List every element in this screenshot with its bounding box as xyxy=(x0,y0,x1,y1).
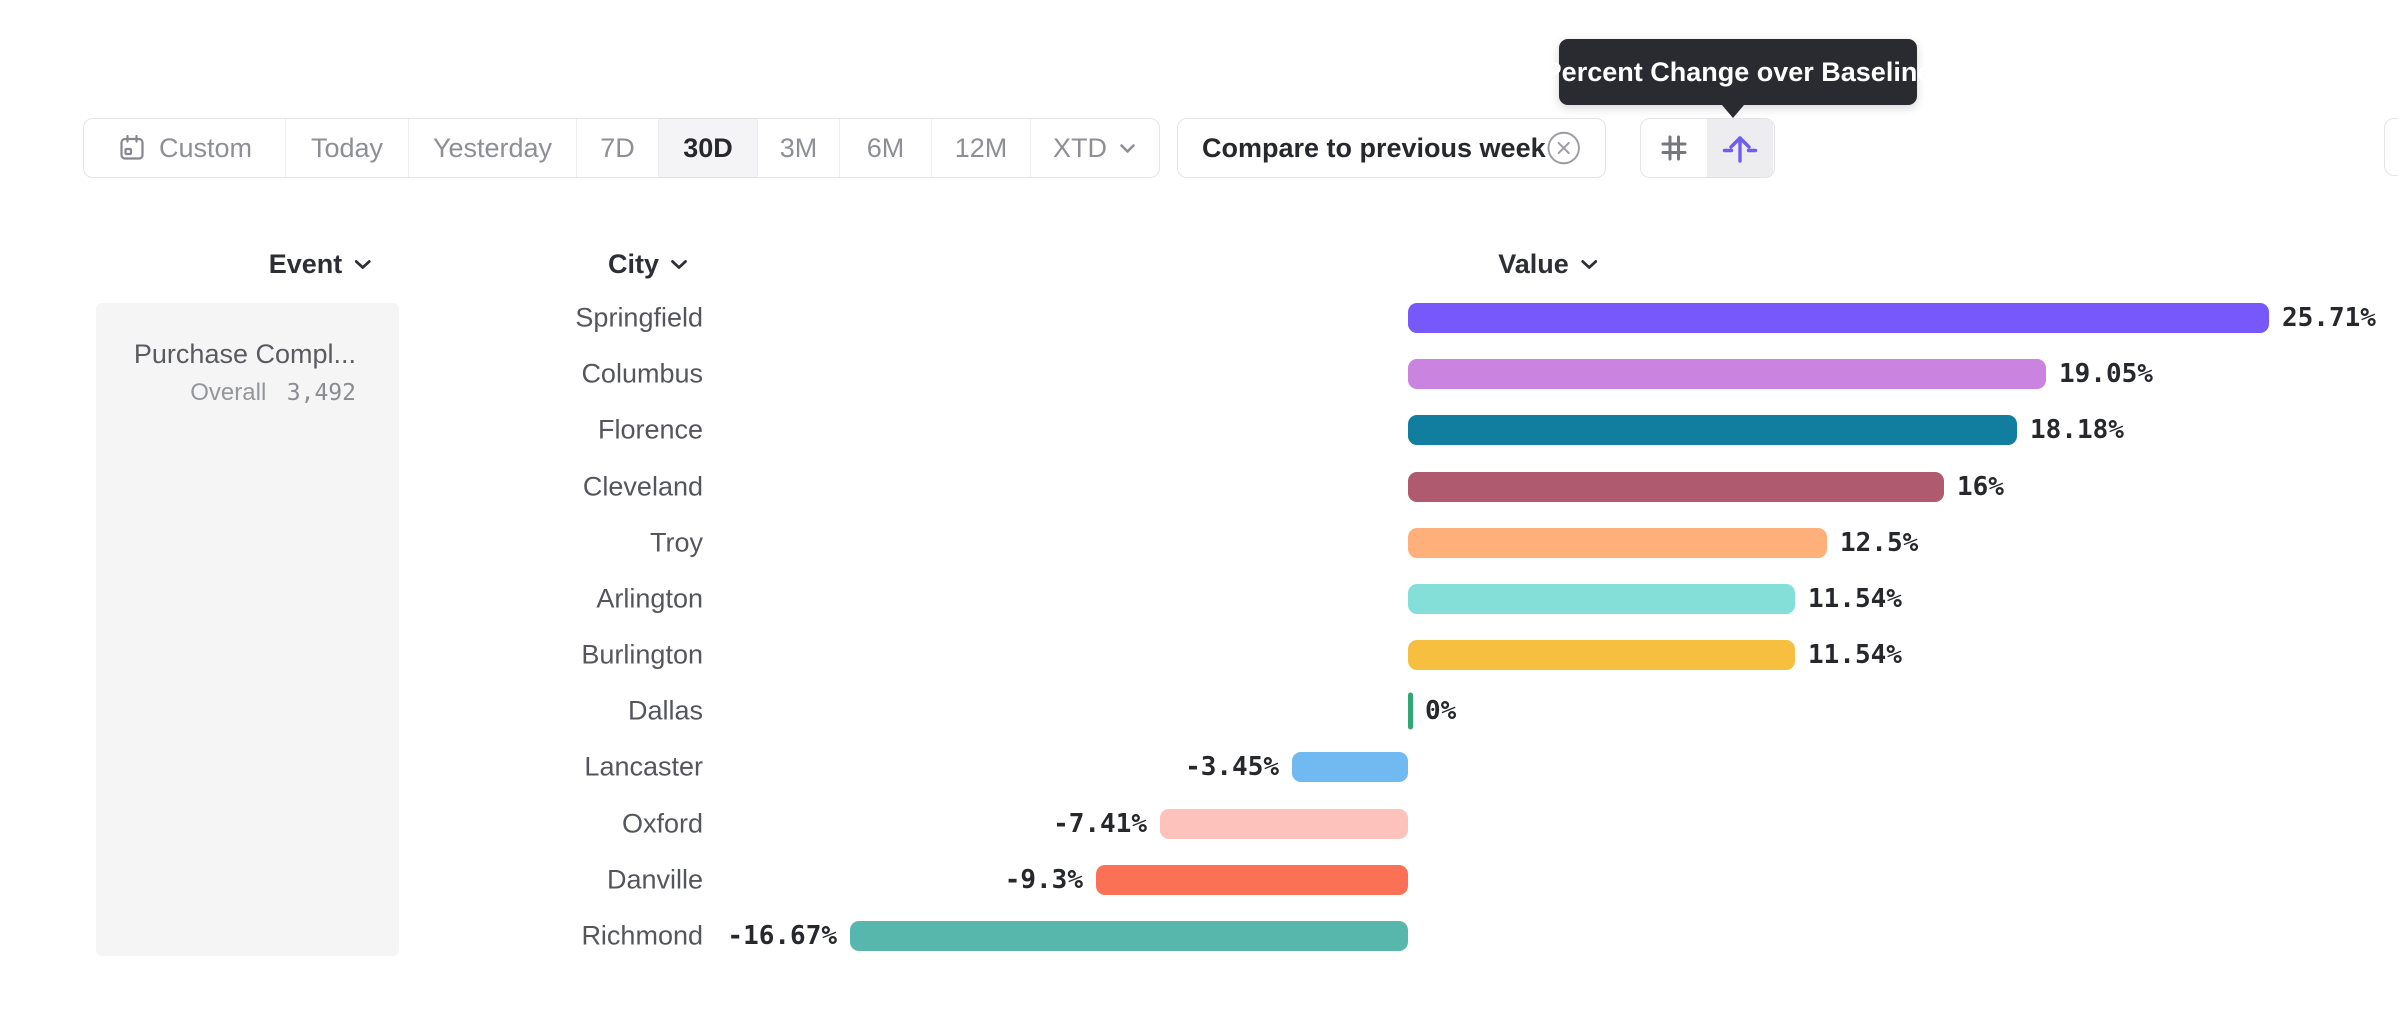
city-label: Troy xyxy=(650,527,703,558)
overall-value: 3,492 xyxy=(286,380,356,406)
city-label: Cleveland xyxy=(582,471,703,502)
column-header-label: City xyxy=(607,248,660,279)
calendar-icon xyxy=(120,134,144,160)
overall-label: Overall xyxy=(190,379,267,406)
city-label: Richmond xyxy=(581,920,703,951)
baseline-arrow-icon xyxy=(1722,136,1758,163)
compare-chip[interactable]: Compare to previous week xyxy=(1177,118,1606,178)
value-label: 25.71% xyxy=(2282,303,2376,333)
column-header-event[interactable]: Event xyxy=(269,248,372,280)
value-bar[interactable] xyxy=(1160,808,1408,839)
column-header-label: Event xyxy=(268,248,343,279)
baseline-view-button[interactable] xyxy=(1707,119,1773,177)
city-label: Danville xyxy=(606,864,703,895)
city-label: Springfield xyxy=(575,302,703,333)
table-row: Oxford -7.41% xyxy=(0,796,2398,852)
value-label: 16% xyxy=(1957,471,2004,502)
value-label: 19.05% xyxy=(2059,359,2153,390)
date-range-xtd[interactable]: XTD xyxy=(1030,119,1158,177)
date-range-label: XTD xyxy=(1053,132,1107,163)
table-row: Richmond -16.67% xyxy=(0,908,2398,964)
city-label: Columbus xyxy=(581,358,703,389)
table-row: Columbus 19.05% xyxy=(0,346,2398,402)
city-label: Dallas xyxy=(627,695,703,726)
date-range-30d[interactable]: 30D xyxy=(658,119,757,177)
column-header-city[interactable]: City xyxy=(608,248,688,280)
tooltip-percent-change-over-baseline: Percent Change over Baseline xyxy=(1544,39,1932,118)
value-bar[interactable] xyxy=(1408,471,1944,502)
value-bar[interactable] xyxy=(1408,583,1795,614)
tooltip-pointer xyxy=(1722,105,1744,118)
date-range-yesterday[interactable]: Yesterday xyxy=(408,119,576,177)
event-name: Purchase Compl... xyxy=(133,339,356,369)
date-range-label: 30D xyxy=(683,132,733,163)
value-bar[interactable] xyxy=(1096,864,1408,895)
value-bar[interactable] xyxy=(1408,359,2046,390)
table-row: Florence 18.18% xyxy=(0,402,2398,458)
grid-view-button[interactable] xyxy=(1641,119,1707,177)
value-label: 11.54% xyxy=(1808,640,1902,671)
value-bar[interactable] xyxy=(1408,415,2017,446)
event-panel[interactable]: Purchase Compl... Overall 3,492 xyxy=(96,303,399,956)
value-bar[interactable] xyxy=(1408,303,2269,333)
city-label: Oxford xyxy=(621,808,703,839)
tooltip-text: Percent Change over Baseline xyxy=(1543,56,1933,87)
table-row: Dallas 0% xyxy=(0,683,2398,739)
city-label: Lancaster xyxy=(584,751,703,782)
date-range-label: Custom xyxy=(158,132,253,163)
compare-chip-label: Compare to previous week xyxy=(1202,132,1546,163)
value-bar[interactable] xyxy=(1408,640,1795,671)
date-range-7d[interactable]: 7D xyxy=(576,119,658,177)
city-label: Arlington xyxy=(596,583,703,614)
date-range-label: 6M xyxy=(866,132,905,163)
chevron-down-icon xyxy=(1580,259,1597,269)
value-label: 11.54% xyxy=(1808,583,1902,614)
table-row: Arlington 11.54% xyxy=(0,571,2398,627)
value-label: -16.67% xyxy=(727,920,837,951)
value-label: -3.45% xyxy=(1185,752,1279,783)
city-label: Florence xyxy=(597,414,703,445)
date-range-label: Yesterday xyxy=(432,132,553,163)
value-bar[interactable] xyxy=(1292,752,1408,783)
date-range-today[interactable]: Today xyxy=(285,119,408,177)
value-bar[interactable] xyxy=(1408,527,1827,558)
value-label: 0% xyxy=(1425,696,1457,727)
column-header-label: Value xyxy=(1498,248,1569,279)
event-overall: Overall 3,492 xyxy=(96,379,356,407)
date-range-6m[interactable]: 6M xyxy=(839,119,931,177)
value-label: -9.3% xyxy=(1004,864,1083,895)
date-range-label: 12M xyxy=(954,132,1008,163)
value-label: 18.18% xyxy=(2030,415,2124,446)
date-range-label: 7D xyxy=(600,132,635,163)
grid-icon xyxy=(1661,135,1687,161)
date-range-label: Today xyxy=(310,132,384,163)
date-range-12m[interactable]: 12M xyxy=(931,119,1030,177)
table-row: Springfield 25.71% xyxy=(0,290,2398,346)
chevron-down-icon xyxy=(671,259,687,269)
date-range-toolbar: Custom Today Yesterday 7D 30D 3M 6M 12M XTD xyxy=(83,118,1160,178)
table-row: Danville -9.3% xyxy=(0,852,2398,908)
date-range-custom[interactable]: Custom xyxy=(84,119,285,177)
city-label: Burlington xyxy=(581,639,703,670)
table-row: Troy 12.5% xyxy=(0,515,2398,571)
date-range-3m[interactable]: 3M xyxy=(757,119,839,177)
zero-baseline-marker[interactable] xyxy=(1408,692,1413,730)
table-row: Burlington 11.54% xyxy=(0,627,2398,683)
right-edge-panel[interactable] xyxy=(2384,118,2398,176)
value-label: 12.5% xyxy=(1840,527,1919,558)
chevron-down-icon xyxy=(1120,143,1135,153)
close-icon[interactable] xyxy=(1546,130,1581,166)
table-row: Lancaster -3.45% xyxy=(0,739,2398,795)
chevron-down-icon xyxy=(354,259,371,269)
view-toggle-group xyxy=(1640,118,1775,178)
column-header-value[interactable]: Value xyxy=(1498,248,1598,280)
date-range-label: 3M xyxy=(779,132,818,163)
table-row: Cleveland 16% xyxy=(0,459,2398,515)
value-bar[interactable] xyxy=(850,920,1408,951)
value-label: -7.41% xyxy=(1053,808,1147,839)
